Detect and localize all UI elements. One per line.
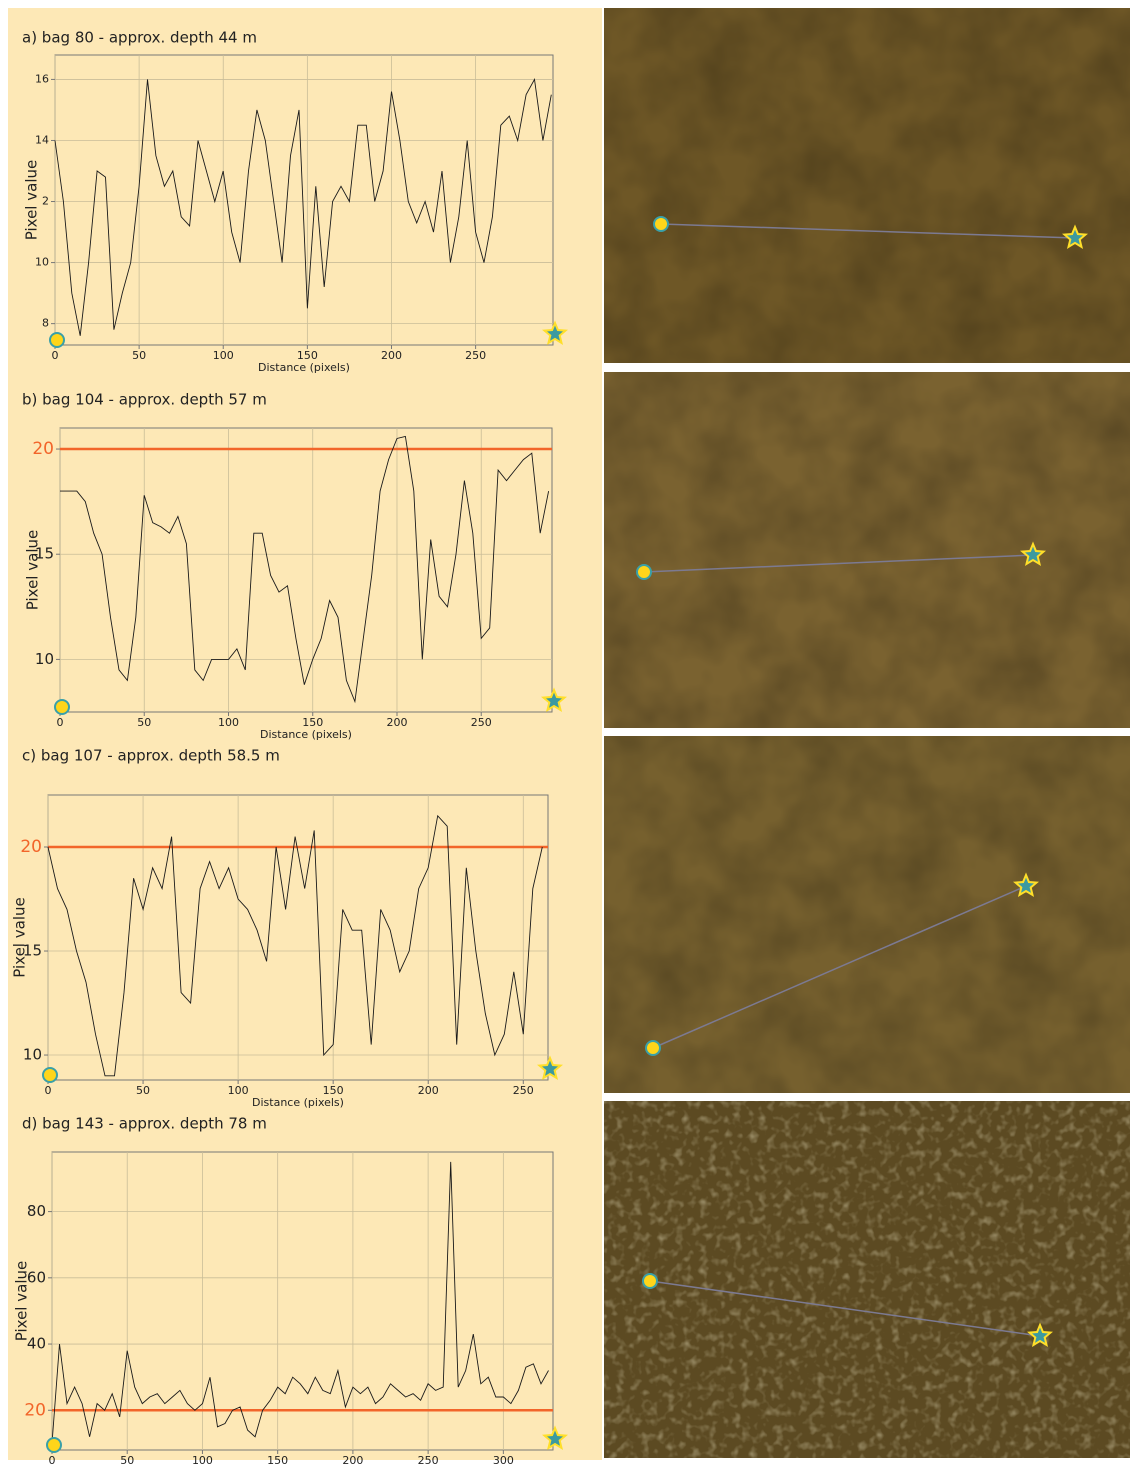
x-tick-label: 50 <box>120 1454 134 1466</box>
x-tick-label: 0 <box>57 716 64 729</box>
y-tick-label: 20 <box>20 837 42 857</box>
x-tick-label: 250 <box>465 349 486 362</box>
x-tick-label: 150 <box>323 1084 344 1097</box>
x-tick-label: 150 <box>297 349 318 362</box>
profile-line <box>51 1161 549 1444</box>
end-marker <box>1061 224 1089 250</box>
y-tick-label: 10 <box>35 650 54 668</box>
y-tick-label: 15 <box>23 942 42 960</box>
x-tick-label: 0 <box>49 1454 56 1466</box>
photo-c <box>604 736 1130 1093</box>
start-marker <box>42 1067 58 1083</box>
y-axis-label: Pixel value <box>11 897 29 977</box>
y-tick-label: 20 <box>24 1400 46 1420</box>
y-tick-label: 2 <box>42 195 49 208</box>
start-marker <box>653 216 669 232</box>
x-tick-label: 0 <box>45 1084 52 1097</box>
x-axis-label: Distance (pixels) <box>260 728 352 741</box>
end-marker <box>540 687 568 712</box>
y-axis-label: Pixel value <box>23 160 41 240</box>
x-axis-label: Distance (pixels) <box>258 361 350 374</box>
x-tick-label: 100 <box>228 1084 249 1097</box>
y-tick-label: 15 <box>35 545 54 563</box>
x-tick-label: 300 <box>493 1454 514 1466</box>
y-tick-label: 8 <box>42 317 49 330</box>
end-marker <box>1019 541 1047 566</box>
start-marker <box>642 1273 658 1289</box>
x-tick-label: 200 <box>386 716 407 729</box>
x-tick-label: 150 <box>267 1454 288 1466</box>
x-tick-label: 250 <box>418 1454 439 1466</box>
y-tick-label: 20 <box>32 439 54 459</box>
x-tick-label: 50 <box>132 349 146 362</box>
start-marker <box>645 1040 661 1056</box>
x-tick-label: 250 <box>513 1084 534 1097</box>
start-marker <box>49 332 65 348</box>
start-marker <box>54 699 70 715</box>
y-tick-label: 16 <box>35 72 49 85</box>
y-tick-label: 14 <box>35 133 49 146</box>
x-tick-label: 0 <box>52 349 59 362</box>
x-tick-label: 100 <box>213 349 234 362</box>
y-tick-label: 10 <box>35 256 49 269</box>
end-marker <box>541 1425 569 1450</box>
profile-line <box>47 814 543 1077</box>
chart-title: b) bag 104 - approx. depth 57 m <box>22 391 267 409</box>
x-tick-label: 200 <box>418 1084 439 1097</box>
chart-title: c) bag 107 - approx. depth 58.5 m <box>22 747 280 765</box>
end-marker <box>536 1055 564 1080</box>
start-marker <box>46 1437 62 1453</box>
end-marker <box>541 320 569 346</box>
x-axis-label: Distance (pixels) <box>252 1096 344 1109</box>
profile-line <box>54 77 552 336</box>
y-axis-label: Pixel value <box>13 1261 31 1341</box>
x-tick-label: 200 <box>381 349 402 362</box>
end-marker <box>1012 872 1040 897</box>
y-tick-label: 10 <box>23 1046 42 1064</box>
y-tick-label: 80 <box>27 1202 46 1220</box>
photo-a <box>604 8 1130 363</box>
x-tick-label: 100 <box>218 716 239 729</box>
x-tick-label: 100 <box>192 1454 213 1466</box>
x-tick-label: 200 <box>342 1454 363 1466</box>
y-tick-label: 40 <box>27 1335 46 1353</box>
start-marker <box>636 564 652 580</box>
photo-d <box>604 1101 1130 1458</box>
y-tick-label: 60 <box>27 1268 46 1286</box>
x-tick-label: 250 <box>471 716 492 729</box>
x-tick-label: 50 <box>137 716 151 729</box>
chart-title: d) bag 143 - approx. depth 78 m <box>22 1115 267 1133</box>
x-tick-label: 150 <box>302 716 323 729</box>
end-marker <box>1026 1322 1054 1347</box>
y-axis-label: Pixel value <box>24 530 42 610</box>
chart-title: a) bag 80 - approx. depth 44 m <box>22 29 257 47</box>
profile-line <box>60 435 550 704</box>
photo-b <box>604 372 1130 728</box>
x-tick-label: 50 <box>136 1084 150 1097</box>
